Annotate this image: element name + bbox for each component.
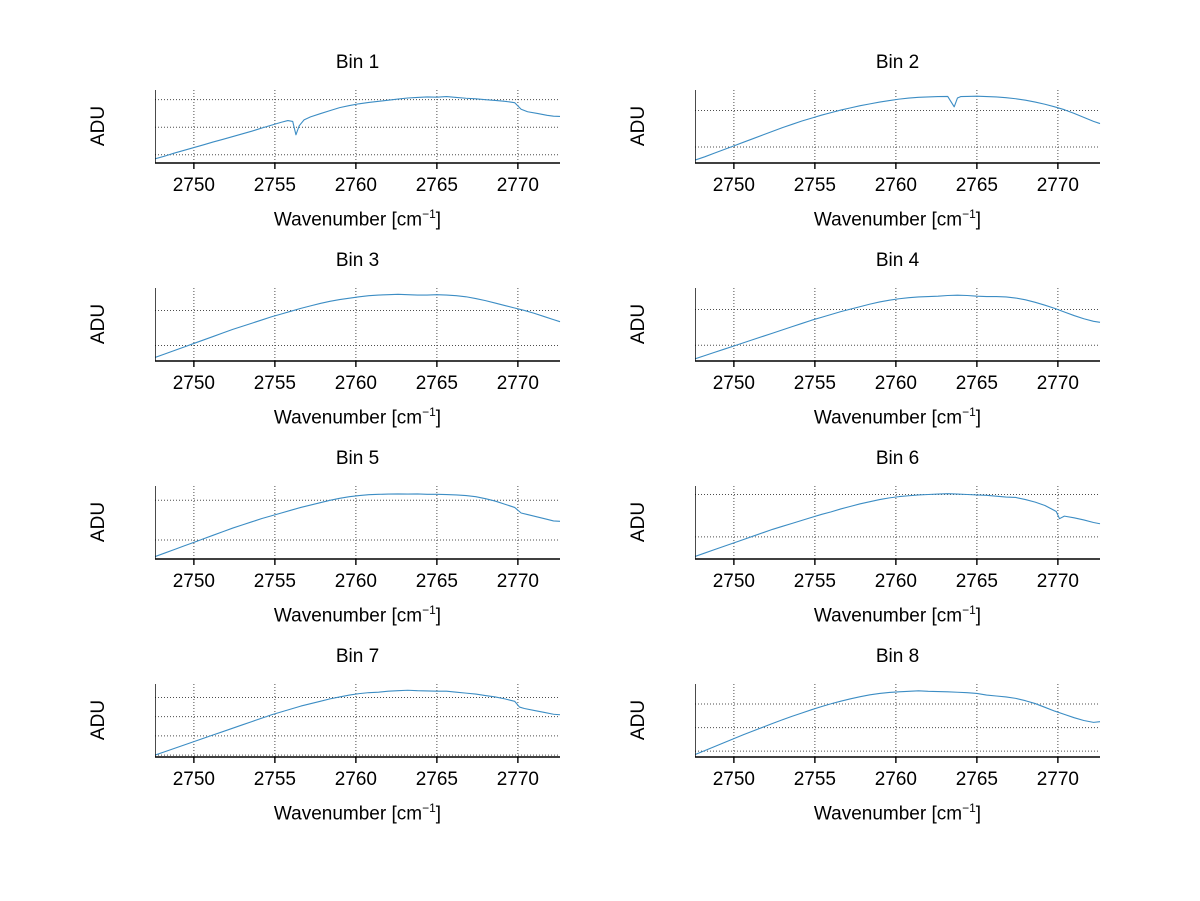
plot-panel-bin-6: Bin 6 ADU Wavenumber [cm−1] 2750 2755 2760 276… (595, 446, 1140, 629)
x-tick-label: 2770 (1037, 571, 1079, 592)
plot-panel-bin-5: Bin 5 ADU Wavenumber [cm−1] 2750 2755 2760 276… (55, 446, 600, 629)
x-tick-label: 2755 (254, 571, 296, 592)
x-axis-label: Wavenumber [cm−1] (273, 207, 442, 231)
spectrum-line (695, 95, 1101, 161)
panel-title: Bin 8 (875, 646, 920, 667)
plot-axes: 2750275527602765277050100 (155, 288, 561, 394)
x-tick-label: 2765 (956, 571, 998, 592)
axis-spine (695, 486, 1100, 560)
plot-panel-bin-8: Bin 8 ADU Wavenumber [cm−1] 2750 2755 2760 276… (595, 644, 1140, 827)
panel-title: Bin 1 (335, 52, 380, 73)
y-axis-label: ADU (628, 699, 649, 740)
x-tick-label: 2750 (713, 373, 755, 394)
x-tick-label: 2760 (875, 175, 917, 196)
x-axis-label: Wavenumber [cm−1] (813, 801, 982, 825)
plot-panel-bin-4: Bin 4 ADU Wavenumber [cm−1] 2750 2755 2760 276… (595, 248, 1140, 431)
axis-spine (695, 288, 1100, 362)
x-tick-label: 2770 (497, 373, 539, 394)
x-tick-label: 2770 (497, 769, 539, 790)
x-tick-label: 2760 (875, 571, 917, 592)
x-tick-label: 2750 (173, 373, 215, 394)
spectrum-line (155, 293, 561, 359)
plot-axes: 2750275527602765277050100 (695, 486, 1101, 592)
panel-title: Bin 5 (335, 448, 380, 469)
y-axis-label: ADU (88, 699, 109, 740)
x-tick-label: 2750 (173, 175, 215, 196)
x-tick-label: 2770 (1037, 175, 1079, 196)
x-tick-label: 2760 (335, 769, 377, 790)
x-tick-label: 2755 (794, 769, 836, 790)
x-tick-label: 2770 (1037, 769, 1079, 790)
x-tick-label: 2770 (497, 175, 539, 196)
plot-panel-bin-1: Bin 1 ADU Wavenumber [cm−1] 2750 2755 2760 276… (55, 50, 600, 233)
spectrum-line (695, 690, 1101, 756)
y-axis-label: ADU (88, 501, 109, 542)
x-tick-label: 2750 (173, 769, 215, 790)
x-tick-label: 2755 (254, 175, 296, 196)
x-tick-label: 2755 (794, 373, 836, 394)
plot-axes: 2750275527602765277050100 (155, 486, 561, 592)
x-tick-label: 2765 (956, 175, 998, 196)
x-axis-label: Wavenumber [cm−1] (273, 603, 442, 627)
panel-title: Bin 6 (875, 448, 920, 469)
spectrum-line (155, 689, 561, 756)
panel-title: Bin 7 (335, 646, 380, 667)
x-tick-label: 2755 (794, 571, 836, 592)
plot-axes: 2750275527602765277020406080 (155, 684, 561, 790)
plot-axes: 2750275527602765277050100 (695, 288, 1101, 394)
spectrum-line (155, 96, 561, 160)
y-axis-label: ADU (628, 105, 649, 146)
axis-spine (155, 90, 560, 164)
plot-axes: 27502755276027652770102030 (695, 684, 1101, 790)
x-tick-label: 2750 (713, 571, 755, 592)
y-axis-label: ADU (88, 105, 109, 146)
x-tick-label: 2765 (416, 769, 458, 790)
panel-title: Bin 3 (335, 250, 380, 271)
y-axis-label: ADU (628, 303, 649, 344)
axis-spine (155, 684, 560, 758)
x-tick-label: 2765 (416, 175, 458, 196)
axis-spine (155, 486, 560, 560)
plot-panel-bin-2: Bin 2 ADU Wavenumber [cm−1] 2750 2755 2760 276… (595, 50, 1140, 233)
x-tick-label: 2770 (1037, 373, 1079, 394)
plot-panel-bin-3: Bin 3 ADU Wavenumber [cm−1] 2750 2755 2760 276… (55, 248, 600, 431)
spectrum-line (155, 493, 561, 558)
y-axis-label: ADU (88, 303, 109, 344)
axis-spine (155, 288, 560, 362)
plot-axes: 2750275527602765277050100 (695, 90, 1101, 196)
x-tick-label: 2760 (335, 571, 377, 592)
x-tick-label: 2750 (173, 571, 215, 592)
x-tick-label: 2760 (875, 373, 917, 394)
panel-title: Bin 4 (875, 250, 920, 271)
x-tick-label: 2765 (956, 373, 998, 394)
x-axis-label: Wavenumber [cm−1] (813, 405, 982, 429)
x-axis-label: Wavenumber [cm−1] (813, 207, 982, 231)
spectrum-line (695, 493, 1101, 557)
panel-title: Bin 2 (875, 52, 920, 73)
x-tick-label: 2750 (713, 175, 755, 196)
x-tick-label: 2755 (254, 769, 296, 790)
axis-spine (695, 684, 1100, 758)
x-tick-label: 2755 (254, 373, 296, 394)
x-tick-label: 2750 (713, 769, 755, 790)
spectrum-line (695, 294, 1101, 360)
x-axis-label: Wavenumber [cm−1] (273, 405, 442, 429)
x-tick-label: 2760 (335, 373, 377, 394)
plot-panel-bin-7: Bin 7 ADU Wavenumber [cm−1] 2750 2755 2760 276… (55, 644, 600, 827)
x-tick-label: 2770 (497, 571, 539, 592)
x-tick-label: 2765 (416, 373, 458, 394)
x-tick-label: 2760 (875, 769, 917, 790)
x-tick-label: 2760 (335, 175, 377, 196)
axis-spine (695, 90, 1100, 164)
y-axis-label: ADU (628, 501, 649, 542)
x-axis-label: Wavenumber [cm−1] (813, 603, 982, 627)
x-tick-label: 2755 (794, 175, 836, 196)
x-tick-label: 2765 (416, 571, 458, 592)
x-axis-label: Wavenumber [cm−1] (273, 801, 442, 825)
plot-axes: 27502755276027652770204060 (155, 90, 561, 196)
x-tick-label: 2765 (956, 769, 998, 790)
